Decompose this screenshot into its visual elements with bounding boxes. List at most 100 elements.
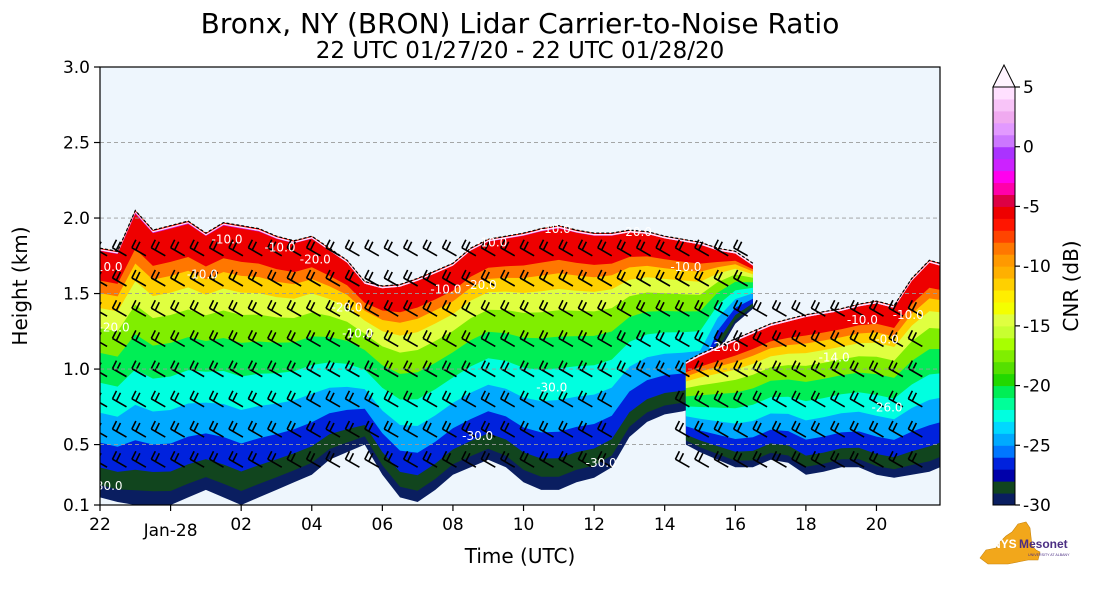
wind-barb	[888, 299, 904, 317]
y-axis: 0.1 0.5 1.0 1.5 2.0 2.5 3.0	[63, 58, 100, 516]
wind-barb	[597, 360, 613, 378]
wind-barb	[674, 330, 690, 348]
wind-barb	[771, 450, 787, 468]
wind-barb	[267, 239, 283, 257]
wind-barb	[810, 299, 826, 317]
wind-barb	[422, 330, 438, 348]
wind-barb	[461, 390, 477, 408]
colorbar-swatch	[993, 301, 1015, 315]
colorbar-swatch	[993, 421, 1015, 434]
wind-barb	[344, 420, 360, 438]
wind-barbs	[100, 239, 923, 468]
wind-barb	[868, 299, 884, 317]
wind-barb	[829, 450, 846, 468]
wind-barb	[111, 330, 127, 348]
wind-barb	[713, 450, 729, 468]
wind-barb	[131, 269, 147, 287]
wind-barb	[286, 390, 302, 408]
wind-barb	[829, 390, 846, 408]
colorbar-swatch	[993, 206, 1015, 219]
wind-barb	[208, 450, 224, 468]
wind-barb	[752, 390, 768, 408]
wind-barb	[499, 330, 516, 348]
wind-barb	[713, 420, 729, 438]
wind-barb	[519, 450, 535, 468]
wind-barb	[597, 299, 613, 317]
nys-mesonet-logo: NYS Mesonet UNIVERSITY AT ALBANY	[979, 521, 1070, 565]
y-tick-label: 2.0	[63, 209, 90, 229]
wind-barb	[344, 360, 360, 378]
wind-barb	[694, 450, 710, 468]
cnr-band	[685, 260, 940, 373]
wind-barb	[325, 360, 341, 378]
wind-barb	[499, 269, 516, 287]
wind-barb	[558, 330, 574, 348]
wind-barb	[499, 390, 516, 408]
wind-barb	[868, 360, 884, 378]
wind-barb	[441, 269, 457, 287]
wind-barb	[305, 330, 321, 348]
wind-barb	[402, 450, 419, 468]
wind-barb	[849, 420, 865, 438]
wind-barb	[694, 330, 710, 348]
wind-barb	[791, 450, 807, 468]
wind-barb	[247, 360, 263, 378]
wind-barb	[305, 299, 321, 317]
wind-barb	[849, 390, 865, 408]
contour-label: -10.0	[264, 240, 295, 254]
contour-label: -10.0	[342, 326, 373, 340]
contour-label: -0.0	[875, 332, 898, 346]
wind-barb	[131, 239, 147, 257]
wind-barb	[169, 330, 186, 348]
wind-barb	[189, 420, 205, 438]
wind-barb	[519, 299, 535, 317]
wind-barb	[325, 330, 341, 348]
wind-barb	[325, 269, 341, 287]
wind-barb	[538, 330, 554, 348]
cnr-contour-line	[685, 259, 940, 363]
wind-barb	[169, 360, 186, 378]
wind-barb	[131, 450, 147, 468]
wind-barb	[461, 420, 477, 438]
wind-barb	[441, 330, 457, 348]
x-tick-label: 14	[654, 515, 676, 535]
wind-barb	[305, 390, 321, 408]
wind-barb	[538, 269, 554, 287]
wind-barb	[402, 330, 419, 348]
wind-barb	[461, 330, 477, 348]
wind-barb	[305, 450, 321, 468]
wind-barb	[325, 299, 341, 317]
contour-label: -20.0	[709, 340, 740, 354]
colorbar-swatch	[993, 110, 1015, 124]
wind-barb	[577, 239, 593, 257]
cnr-contour-line	[100, 209, 754, 287]
wind-barb	[597, 450, 613, 468]
wind-barb	[674, 420, 690, 438]
colorbar-tick-label: -5	[1023, 197, 1040, 217]
x-tick-label: 08	[442, 515, 464, 535]
wind-barb	[247, 420, 263, 438]
wind-barb	[286, 299, 302, 317]
wind-barb	[791, 390, 807, 408]
wind-barb	[441, 390, 457, 408]
y-tick-label: 2.5	[63, 134, 90, 154]
contour-label: -14.0	[819, 351, 850, 365]
colorbar-swatch	[993, 313, 1015, 327]
logo-sub-text: UNIVERSITY AT ALBANY	[1028, 553, 1070, 557]
x-tick-label: 18	[795, 515, 817, 535]
colorbar-swatch	[993, 373, 1015, 387]
colorbar-swatch	[993, 481, 1015, 494]
colorbar-extend-arrow	[992, 63, 1016, 88]
wind-barb	[713, 239, 729, 257]
wind-barb	[480, 450, 496, 468]
cnr-band	[100, 210, 753, 313]
y-tick-label: 0.5	[63, 436, 90, 456]
wind-barb	[131, 420, 147, 438]
wind-barb	[752, 450, 768, 468]
wind-barb	[422, 450, 438, 468]
wind-barb	[519, 390, 535, 408]
wind-barb	[810, 330, 826, 348]
wind-barb	[325, 239, 341, 257]
wind-barb	[247, 330, 263, 348]
wind-barb	[616, 239, 632, 257]
